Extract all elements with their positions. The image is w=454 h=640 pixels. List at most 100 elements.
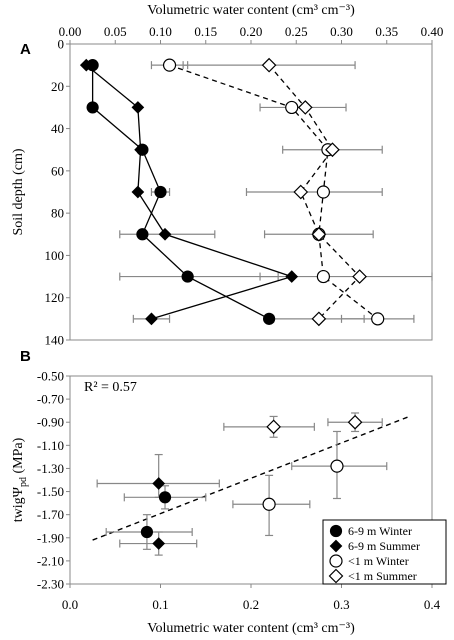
panel-b-y-axis-title-unit: (MPa) — [11, 437, 26, 477]
panel-a-point-lt1-m-winter — [162, 58, 177, 72]
legend-item-6-9-m-summer: 6-9 m Summer — [329, 539, 420, 553]
panel-a-error-bar-lt1-m-summer — [245, 188, 383, 196]
panel-a-y-ticks: 0 20 40 60 80 100 120 140 — [45, 37, 70, 348]
panel-b-x-tick-label: 0.3 — [333, 597, 349, 612]
panel-a-x-tick-label: 0.25 — [285, 24, 308, 39]
panel-a-point-6-9-m-winter — [86, 101, 99, 114]
panel-a-point-6-9-m-summer — [131, 101, 145, 114]
panel-a-y-tick-label: 80 — [51, 206, 64, 221]
panel-b-y-tick-label: -1.50 — [37, 484, 64, 499]
panel-a-y-tick-label: 40 — [51, 121, 64, 136]
panel-a-point-lt1-m-summer — [261, 57, 277, 73]
panel-b-x-axis-title: Volumetric water content (cm³ cm⁻³) — [147, 621, 355, 636]
panel-a-point-lt1-m-summer — [297, 100, 313, 115]
panel-a-x-tick-label: 0.35 — [375, 24, 398, 39]
panel-b-y-tick-label: -2.10 — [37, 553, 64, 568]
panel-b-point-lt1-m-winter — [330, 459, 344, 473]
panel-a-error-bars — [119, 61, 433, 323]
panel-b-label: B — [20, 348, 31, 365]
panel-a-point-lt1-m-summer — [293, 184, 309, 200]
panel-a-x-ticks: 0.00 0.05 0.10 0.15 0.20 0.25 0.30 0.35 0.40 — [59, 24, 444, 44]
panel-a-x-tick-label: 0.15 — [194, 24, 217, 39]
panel-a-y-tick-label: 20 — [51, 79, 64, 94]
panel-a-x-tick-label: 0.05 — [104, 24, 127, 39]
panel-b-point-6-9-m-winter — [140, 525, 154, 539]
panel-a-point-lt1-m-summer — [352, 269, 367, 284]
panel-b-y-tick-label: -0.70 — [37, 392, 64, 407]
panel-a-point-6-9-m-summer — [131, 185, 145, 199]
panel-a-point-6-9-m-summer — [134, 143, 147, 157]
panel-a-y-tick-label: 60 — [51, 163, 64, 178]
legend-marker-lt1-m-winter — [329, 554, 343, 568]
panel-b-y-tick-label: -1.70 — [37, 507, 64, 522]
trendline — [92, 415, 410, 541]
panel-a-y-tick-label: 140 — [45, 333, 65, 348]
panel-a-point-lt1-m-summer — [311, 226, 327, 242]
panel-a-point-lt1-m-winter — [371, 312, 385, 326]
panel-b-y-axis-title-sub: pd — [18, 477, 29, 487]
panel-a-point-6-9-m-summer — [145, 312, 158, 326]
panel-a-point-6-9-m-summer — [79, 58, 93, 72]
panel-a-y-axis-title: Soil depth (cm) — [11, 148, 26, 235]
legend-marker-6-9-m-summer — [329, 539, 343, 553]
panel-b-x-tick-label: 0.1 — [152, 597, 168, 612]
panel-b-x-tick-label: 0.4 — [424, 597, 441, 612]
r-squared-annotation: R² = 0.57 — [84, 380, 137, 395]
legend-item-6-9-m-winter: 6-9 m Winter — [329, 524, 412, 538]
panel-a-x-tick-label: 0.30 — [330, 24, 353, 39]
panel-b-point-6-9-m-summer — [152, 537, 166, 550]
panel-a-point-6-9-m-winter — [263, 312, 276, 325]
panel-a-point-6-9-m-summer — [158, 227, 172, 241]
panel-b-markers — [140, 414, 363, 550]
panel-b-x-tick-label: 0.0 — [62, 597, 78, 612]
panel-a-point-lt1-m-summer — [311, 311, 327, 327]
panel-b-y-tick-label: -2.30 — [37, 577, 64, 592]
panel-b-y-tick-label: -0.90 — [37, 415, 64, 430]
legend-item-lt1-m-summer: <1 m Summer — [328, 568, 417, 584]
legend-label: 6-9 m Summer — [348, 539, 420, 553]
panel-b-x-ticks: 0.0 0.1 0.2 0.3 0.4 — [62, 584, 441, 612]
panel-b-y-tick-label: -1.90 — [37, 530, 64, 545]
panel-a: A Volumetric water content (cm³ cm⁻³) So… — [11, 3, 443, 348]
panel-b-point-6-9-m-winter — [158, 491, 172, 504]
panel-b-y-tick-label: -0.50 — [37, 369, 64, 384]
panel-a-point-lt1-m-winter — [316, 185, 330, 199]
panel-b-trendline — [92, 415, 410, 541]
panel-b-y-error-bar-6-9-m-summer — [154, 453, 163, 498]
panel-b-y-tick-label: -1.30 — [37, 461, 64, 476]
panel-a-y-tick-label: 100 — [45, 248, 65, 263]
panel-b-y-ticks: -0.50 -0.70 -0.90 -1.10 -1.30 -1.50 -1.70 -1.90… — [37, 369, 70, 592]
panel-a-point-6-9-m-winter — [154, 185, 167, 199]
legend-box — [322, 519, 447, 585]
legend-label: 6-9 m Winter — [348, 524, 412, 538]
panel-a-x-tick-label: 0.00 — [59, 24, 82, 39]
panel-a-markers — [79, 57, 385, 327]
panel-a-point-lt1-m-winter — [316, 269, 330, 284]
panel-a-x-tick-label: 0.10 — [149, 24, 172, 39]
panel-b-point-lt1-m-winter — [262, 497, 276, 511]
panel-b-y-tick-label: -1.10 — [37, 438, 64, 453]
legend-label: <1 m Winter — [348, 554, 409, 568]
panel-a-label: A — [20, 41, 31, 58]
legend-label: <1 m Summer — [348, 569, 417, 583]
panel-a-point-lt1-m-summer — [325, 142, 340, 158]
panel-a-point-6-9-m-winter — [181, 270, 194, 283]
panel-b-point-lt1-m-summer — [347, 414, 363, 430]
panel-a-point-6-9-m-winter — [136, 228, 149, 241]
panel-a-y-tick-label: 120 — [45, 290, 65, 305]
panel-a-error-bar — [119, 272, 279, 281]
panel-a-x-axis-title: Volumetric water content (cm³ cm⁻³) — [147, 3, 355, 18]
legend-marker-6-9-m-winter — [329, 524, 343, 538]
legend-item-lt1-m-winter: <1 m Winter — [329, 554, 409, 568]
panel-a-x-tick-label: 0.20 — [240, 24, 263, 39]
panel-b: B Volumetric water content (cm³ cm⁻³) tw… — [11, 348, 447, 636]
legend-marker-lt1-m-summer — [328, 568, 344, 584]
panel-a-x-tick-label: 0.40 — [421, 24, 444, 39]
panel-a-line-6-9-m-winter — [91, 65, 270, 320]
panel-a-point-lt1-m-winter — [285, 100, 299, 115]
panel-b-point-6-9-m-summer — [152, 477, 166, 490]
panel-b-x-tick-label: 0.2 — [243, 597, 259, 612]
panel-a-y-tick-label: 0 — [58, 37, 65, 52]
